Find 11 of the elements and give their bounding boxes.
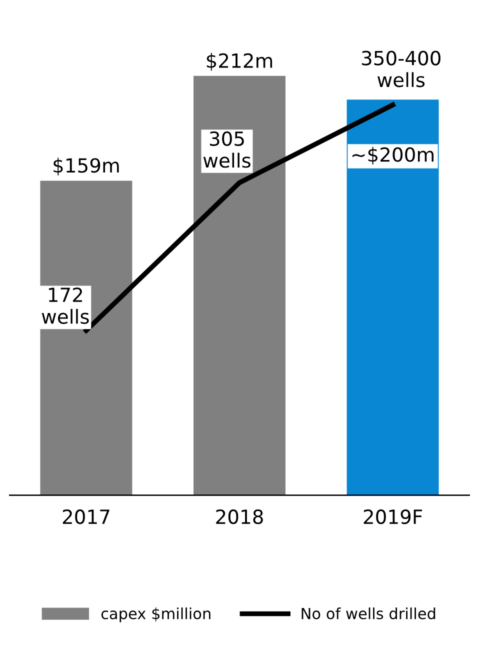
- data-label: 350-400 wells: [362, 50, 440, 88]
- x-tick-label: 2018: [216, 509, 263, 524]
- data-label: $159m: [54, 158, 119, 176]
- x-tick-label: 2019F: [364, 509, 422, 524]
- legend-label: No of wells drilled: [302, 607, 436, 620]
- data-label: 305 wells: [203, 131, 250, 168]
- data-label: ~$200m: [352, 146, 434, 165]
- legend-label: capex $million: [101, 607, 210, 622]
- x-tick-label: 2017: [62, 509, 110, 524]
- data-label: $212m: [206, 52, 272, 71]
- data-label: 172 wells: [42, 287, 89, 324]
